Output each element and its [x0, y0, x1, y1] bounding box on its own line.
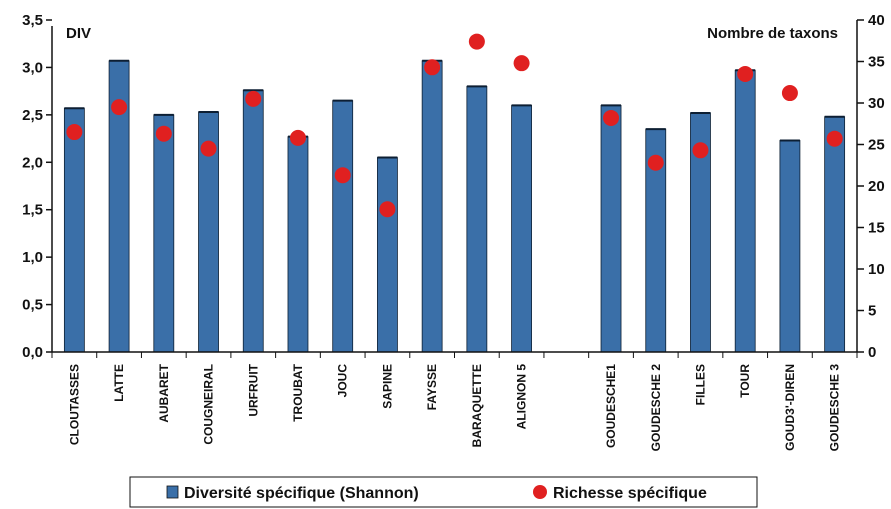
legend-dot-label: Richesse spécifique: [553, 485, 707, 502]
dot: [111, 99, 128, 116]
left-y-tick-label: 2,5: [22, 107, 43, 124]
right-y-tick-label: 15: [868, 220, 885, 237]
dot: [379, 201, 396, 218]
right-y-tick-label: 25: [868, 137, 885, 154]
bar: [63, 107, 85, 353]
bar: [332, 100, 354, 353]
category-label: ALIGNON 5: [515, 364, 529, 430]
legend-bar-swatch: [166, 485, 179, 499]
category-label: GOUDESCHE1: [604, 364, 618, 448]
labels-layer: CLOUTASSES LATTE AUBARET COUGNEIRAL URFRUIT T…: [22, 12, 885, 451]
category-label: LATTE: [112, 364, 126, 402]
bars-layer: [63, 59, 846, 353]
dot: [781, 85, 798, 102]
right-y-tick-label: 30: [868, 95, 885, 112]
dot: [245, 90, 262, 107]
dot: [468, 33, 485, 50]
dot: [647, 154, 664, 171]
left-y-tick-label: 0,0: [22, 344, 43, 361]
right-y-tick-label: 5: [868, 303, 876, 320]
dot: [289, 129, 306, 146]
right-y-tick-label: 40: [868, 12, 885, 29]
right-y-tick-label: 0: [868, 344, 876, 361]
bar: [421, 60, 443, 353]
category-label: CLOUTASSES: [67, 364, 81, 445]
category-label: FAYSSE: [425, 364, 439, 410]
bar: [287, 136, 309, 353]
dot: [334, 167, 351, 184]
bar: [466, 86, 488, 353]
left-axis-title: DIV: [66, 25, 91, 42]
legend-bar-label: Diversité spécifique (Shannon): [184, 485, 419, 502]
right-y-tick-label: 20: [868, 178, 885, 195]
category-label: FILLES: [693, 364, 707, 405]
right-y-tick-label: 35: [868, 54, 885, 71]
left-y-tick-label: 2,0: [22, 154, 43, 171]
bar: [242, 89, 264, 353]
category-label: AUBARET: [157, 363, 171, 422]
left-y-tick-label: 3,5: [22, 12, 43, 29]
category-label: GOUDESCHE 2: [649, 364, 663, 452]
bar: [779, 140, 801, 353]
legend-box: [129, 476, 758, 508]
category-label: GOUD3'-DIREN: [783, 364, 797, 451]
dot: [66, 124, 83, 141]
category-label: TROUBAT: [291, 363, 305, 421]
left-y-tick-label: 1,5: [22, 202, 43, 219]
bar: [734, 69, 756, 353]
category-label: URFRUIT: [246, 363, 260, 416]
left-y-tick-label: 1,0: [22, 249, 43, 266]
category-label: JOUC: [336, 364, 350, 398]
bar: [600, 104, 622, 353]
right-y-tick-label: 10: [868, 261, 885, 278]
dot: [200, 140, 217, 157]
right-axis-title: Nombre de taxons: [707, 25, 838, 42]
dot: [513, 55, 530, 72]
dot: [424, 59, 441, 76]
bar: [377, 157, 398, 353]
dot: [155, 125, 172, 142]
left-y-tick-label: 0,5: [22, 297, 43, 314]
ticks-layer: [46, 19, 864, 358]
bar: [153, 114, 175, 353]
dot: [603, 109, 620, 126]
bar: [511, 104, 532, 353]
legend: Diversité spécifique (Shannon) Richesse …: [129, 476, 758, 508]
bar: [824, 116, 846, 353]
dot: [737, 65, 754, 82]
left-y-tick-label: 3,0: [22, 59, 43, 76]
legend-dot-swatch: [533, 485, 547, 499]
category-label: SAPINE: [380, 364, 394, 409]
dot: [692, 142, 709, 159]
dot: [826, 130, 843, 147]
category-label: COUGNEIRAL: [202, 364, 216, 445]
category-label: TOUR: [738, 364, 752, 398]
dots-layer: [66, 33, 843, 218]
category-label: GOUDESCHE 3: [828, 364, 842, 452]
category-label: BARAQUETTE: [470, 364, 484, 447]
